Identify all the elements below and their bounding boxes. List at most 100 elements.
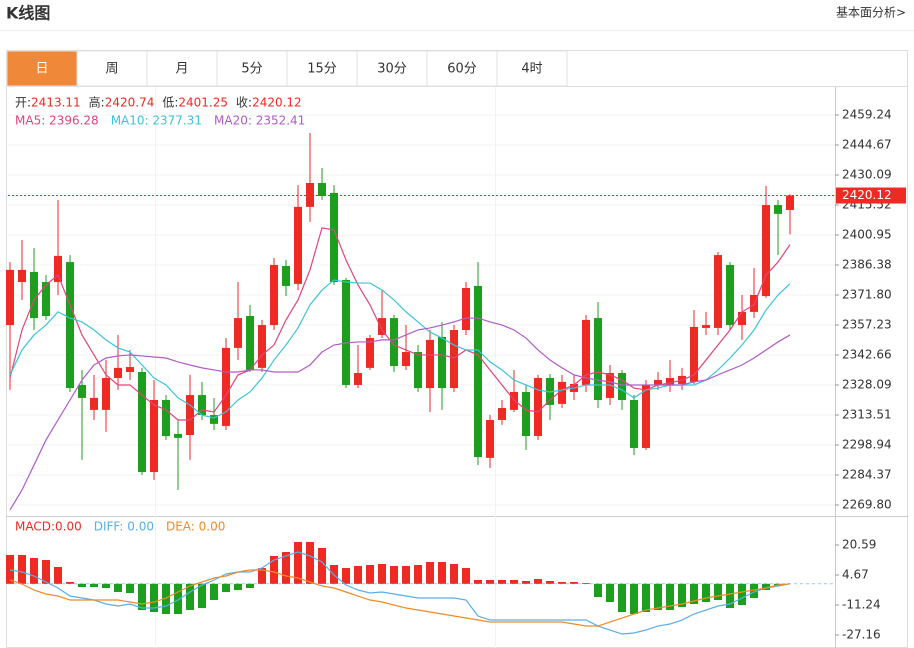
macd-bar	[558, 581, 566, 584]
y-tick-label: 2298.94	[842, 438, 892, 452]
candle-body	[210, 415, 218, 424]
macd-bar	[714, 583, 722, 601]
macd-line	[9, 569, 791, 627]
macd-bar	[138, 583, 146, 611]
macd-bar	[246, 583, 254, 589]
macd-bar	[594, 583, 602, 598]
tab-label[interactable]: 4时	[521, 62, 542, 77]
tab-bg[interactable]	[356, 50, 428, 87]
y-tick-label: 2313.51	[842, 408, 892, 422]
macd-bar	[42, 560, 50, 584]
y-tick-label: 2357.23	[842, 318, 892, 332]
macd-bar	[678, 583, 686, 608]
candle-body	[114, 367, 122, 378]
candle-body	[510, 391, 518, 410]
macd-bar	[366, 565, 374, 584]
candle-body	[738, 311, 746, 326]
candle-body	[402, 352, 410, 367]
candle-body	[630, 399, 638, 448]
candle-body	[126, 367, 134, 373]
tab-label[interactable]: 60分	[447, 62, 477, 77]
candle-body	[534, 377, 542, 437]
y-tick-label: -11.24	[842, 597, 881, 611]
macd-bar	[186, 583, 194, 611]
candle-body	[234, 318, 242, 348]
macd-bar	[18, 554, 26, 584]
candle-body	[774, 205, 782, 214]
candle-body	[330, 192, 338, 283]
candle-body	[390, 318, 398, 367]
macd-bar	[522, 581, 530, 584]
macd-bar	[738, 583, 746, 606]
candle-body	[666, 377, 674, 385]
macd-bar	[198, 583, 206, 609]
candle-body	[258, 325, 266, 368]
macd-bar	[450, 564, 458, 584]
macd-bar	[342, 567, 350, 584]
y-tick-label: -27.16	[842, 627, 881, 641]
tab-bg[interactable]	[216, 50, 288, 87]
candle-body	[150, 399, 158, 473]
tab-label[interactable]: 周	[105, 62, 118, 77]
tab-bg[interactable]	[426, 50, 498, 87]
ohlc-label: 高:	[89, 95, 105, 110]
macd-bar	[546, 581, 554, 584]
macd-bar	[750, 583, 758, 599]
candle-body	[474, 285, 482, 458]
candle-body	[642, 384, 650, 448]
macd-bar	[114, 583, 122, 593]
macd-bar	[666, 583, 674, 611]
macd-bar	[510, 580, 518, 584]
macd-bar	[474, 580, 482, 584]
candle-body	[486, 419, 494, 458]
candle-body	[762, 205, 770, 297]
macd-bar	[162, 583, 170, 615]
fundamental-link[interactable]: 基本面分析>	[836, 6, 906, 20]
ohlc-value: 2420.12	[252, 96, 302, 110]
macd-bar	[654, 583, 662, 611]
tab-bg[interactable]	[286, 50, 358, 87]
last-price-label: 2420.12	[842, 188, 892, 202]
tab-bg[interactable]	[496, 50, 568, 87]
candle-body	[462, 288, 470, 331]
y-tick-label: 2269.80	[842, 497, 892, 511]
page-title: K线图	[6, 4, 50, 23]
tab-label[interactable]: 30分	[377, 62, 407, 77]
macd-line	[9, 551, 791, 635]
tab-label[interactable]: 5分	[241, 62, 262, 77]
macd-bar	[282, 551, 290, 584]
y-tick-label: 2386.38	[842, 257, 892, 271]
macd-bar	[90, 583, 98, 588]
last-price-tag	[836, 187, 906, 204]
y-tick-label: 2400.95	[842, 227, 892, 241]
macd-bar	[234, 583, 242, 591]
macd-bar	[498, 580, 506, 584]
macd-bar	[690, 583, 698, 605]
y-tick-label: 2328.09	[842, 377, 892, 391]
macd-bar	[642, 583, 650, 613]
ma-line	[9, 317, 791, 511]
tab-label[interactable]: 15分	[307, 62, 337, 77]
macd-bar	[702, 583, 710, 603]
macd-bar	[378, 564, 386, 584]
candle-body	[30, 271, 38, 319]
y-tick-label: 2371.80	[842, 288, 892, 302]
candle-body	[282, 265, 290, 286]
candle-body	[294, 206, 302, 284]
macd-bar	[402, 565, 410, 584]
y-tick-label: 2459.24	[842, 107, 892, 121]
candle-body	[174, 433, 182, 438]
tab-bg[interactable]	[146, 50, 218, 87]
macd-bar	[102, 583, 110, 589]
macd-bar	[318, 548, 326, 584]
tab-label[interactable]: 日	[35, 62, 48, 77]
candle-body	[354, 373, 362, 385]
candle-body	[690, 326, 698, 382]
candle-body	[582, 319, 590, 385]
macd-bar	[210, 583, 218, 601]
candle-body	[6, 269, 14, 326]
ma-line	[9, 279, 791, 419]
tab-label[interactable]: 月	[175, 62, 188, 77]
